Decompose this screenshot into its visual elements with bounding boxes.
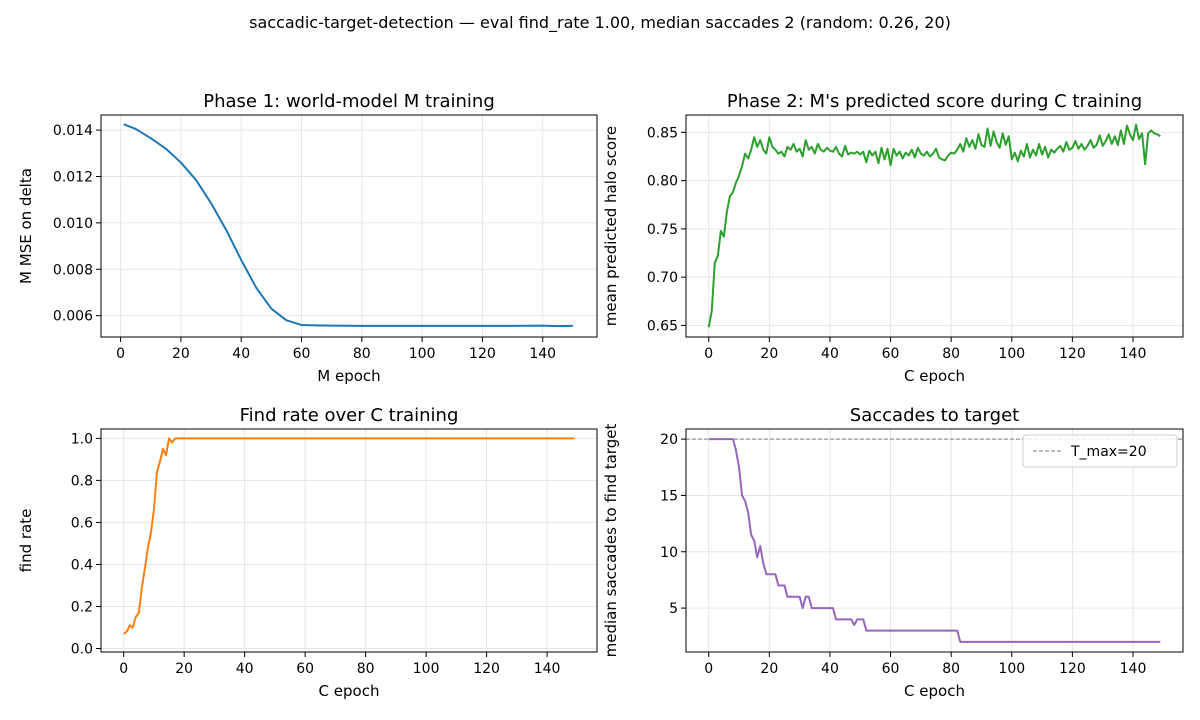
y-axis-label: median saccades to find target (602, 424, 620, 658)
x-tick-label: 100 (409, 346, 436, 362)
y-tick-label: 10 (660, 545, 678, 561)
x-tick-label: 60 (296, 661, 314, 677)
x-tick-label: 140 (529, 346, 556, 362)
y-axis-label: find rate (17, 509, 35, 573)
x-tick-label: 100 (413, 661, 440, 677)
y-axis-label: mean predicted halo score (602, 126, 620, 326)
x-tick-label: 0 (704, 346, 713, 362)
legend: T_max=20 (1022, 434, 1178, 468)
y-tick-label: 0.014 (53, 123, 93, 139)
x-tick-label: 20 (175, 661, 193, 677)
chart-panels: 0 20 40 60 80 100 120 1400.0060.0080.0100.0120.… (17, 91, 1184, 700)
axes-frame (100, 114, 598, 338)
series-line-phase1 (123, 123, 573, 328)
x-tick-label: 80 (942, 661, 960, 677)
y-tick-label: 0.2 (71, 599, 93, 615)
figure-suptitle: saccadic-target-detection — eval find_ra… (249, 13, 951, 33)
x-tick-label: 20 (760, 346, 778, 362)
x-tick-label: 40 (821, 661, 839, 677)
chart-saccades: 0 20 40 60 80 100 120 140 5 10 15 20 Saccades to tar… (602, 405, 1184, 700)
panel-title: Phase 2: M's predicted score during C tr… (727, 91, 1142, 112)
y-tick-label: 0.75 (647, 222, 678, 238)
x-tick-label: 0 (119, 661, 128, 677)
y-tick-label: 15 (660, 488, 678, 504)
y-tick-label: 0.80 (647, 174, 678, 190)
y-tick-label: 0.8 (71, 473, 93, 489)
y-tick-label: 0.012 (53, 169, 93, 185)
x-tick-label: 60 (882, 661, 900, 677)
series-line-saccades (708, 438, 1161, 643)
chart-phase1: 0 20 40 60 80 100 120 140 0.006 0.008 0.010 0.012 0.… (17, 91, 598, 385)
x-axis-label: C epoch (904, 682, 965, 700)
x-tick-label: 120 (1059, 661, 1086, 677)
x-tick-label: 140 (534, 661, 561, 677)
x-tick-label: 100 (998, 346, 1025, 362)
legend-box (1022, 434, 1178, 468)
axes-frame (100, 428, 598, 653)
chart-findrate: 0 20 40 60 80 100 120 140 0.0 0.2 0.4 0.6 0.8 1.0 Find… (17, 405, 598, 700)
y-tick-label: 0.70 (647, 270, 678, 286)
panel-title: Find rate over C training (240, 405, 459, 426)
axes-frame (685, 114, 1184, 338)
x-tick-label: 140 (1120, 346, 1147, 362)
x-tick-label: 0 (116, 346, 125, 362)
x-axis-label: C epoch (319, 682, 380, 700)
x-tick-label: 80 (357, 661, 375, 677)
x-axis-label: C epoch (904, 367, 965, 385)
x-tick-label: 20 (172, 346, 190, 362)
x-tick-label: 120 (469, 346, 496, 362)
y-tick-label: 0.85 (647, 125, 678, 141)
x-tick-label: 120 (1059, 346, 1086, 362)
y-tick-label: 0.65 (647, 318, 678, 334)
y-tick-label: 1.0 (71, 431, 93, 447)
y-tick-label: 0.6 (71, 515, 93, 531)
legend-entry: T_max=20 (1070, 444, 1147, 460)
y-tick-label: 5 (669, 601, 678, 617)
x-axis-label: M epoch (317, 367, 380, 385)
y-tick-label: 0.4 (71, 557, 93, 573)
series-line-phase2 (707, 123, 1161, 328)
y-tick-label: 20 (660, 432, 678, 448)
axes-frame (685, 428, 1184, 653)
x-tick-label: 40 (821, 346, 839, 362)
x-tick-label: 60 (293, 346, 311, 362)
y-tick-label: 0.008 (53, 262, 93, 278)
series-line-findrate (123, 437, 575, 635)
x-tick-label: 120 (473, 661, 500, 677)
x-tick-label: 140 (1120, 661, 1147, 677)
x-tick-label: 60 (882, 346, 900, 362)
y-tick-label: 0.006 (53, 309, 93, 325)
panel-title: Saccades to target (850, 405, 1019, 426)
x-tick-label: 0 (704, 661, 713, 677)
panel-title: Phase 1: world-model M training (203, 91, 495, 112)
x-tick-label: 80 (942, 346, 960, 362)
y-axis-label: M MSE on delta (17, 168, 35, 284)
y-tick-label: 0.010 (53, 216, 93, 232)
x-tick-label: 80 (353, 346, 371, 362)
x-tick-label: 20 (760, 661, 778, 677)
chart-phase2: 0 20 40 60 80 100 120 140 0.65 0.70 0.75 0.80 0.85 Ph… (602, 91, 1184, 385)
x-tick-label: 40 (236, 661, 254, 677)
x-tick-label: 100 (998, 661, 1025, 677)
x-tick-label: 40 (232, 346, 250, 362)
y-tick-label: 0.0 (71, 642, 93, 658)
